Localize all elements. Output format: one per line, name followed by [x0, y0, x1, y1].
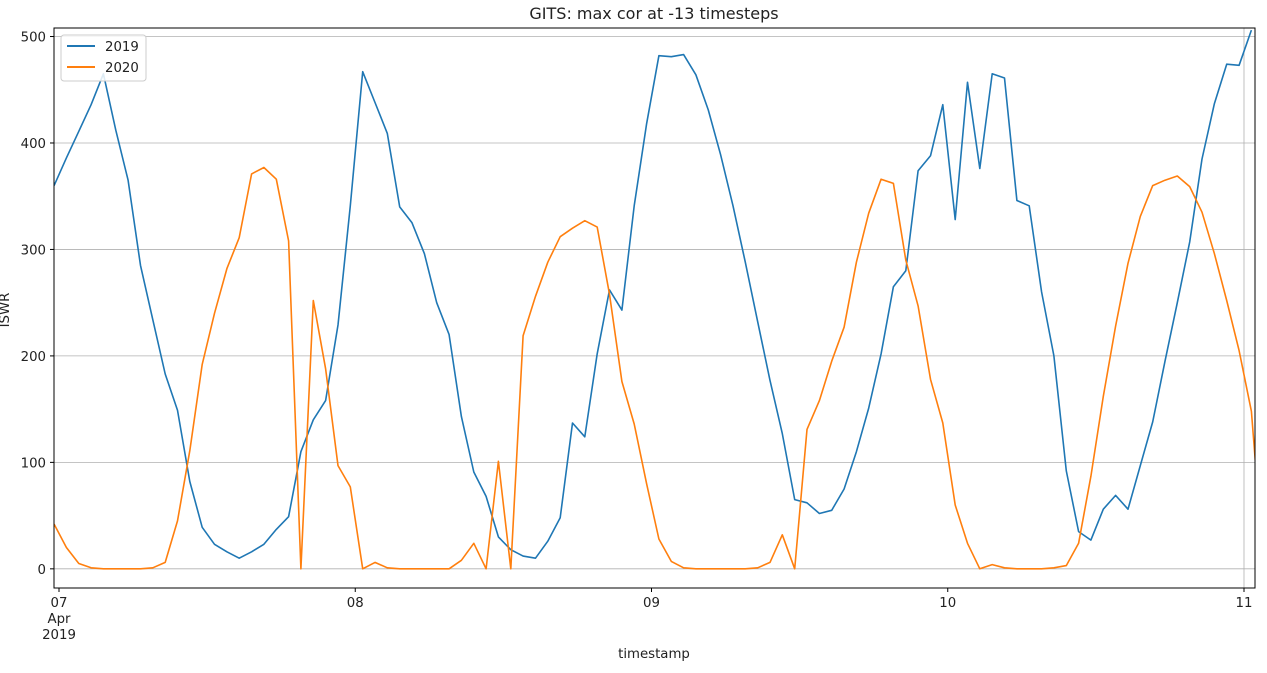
y-tick-label: 500: [21, 31, 46, 46]
chart-title: GITS: max cor at -13 timesteps: [529, 4, 778, 23]
x-tick-label: 09: [643, 596, 660, 611]
series-line-2020: [54, 166, 1255, 570]
x-axis-label: timestamp: [618, 647, 690, 662]
gridlines: [54, 28, 1255, 588]
y-tick-label: 400: [21, 137, 46, 152]
legend-label-2019: 2019: [105, 40, 139, 55]
x-tick-label: 10: [939, 596, 956, 611]
y-tick-label: 100: [21, 456, 46, 471]
y-tick-label: 0: [38, 563, 46, 578]
x-tick-label: 11: [1236, 596, 1253, 611]
x-tick-label: 2019: [42, 628, 76, 643]
x-tick-label: 08: [347, 596, 364, 611]
y-axis: 0 100 200 300 400 500: [21, 31, 54, 578]
legend: 2019 2020: [60, 34, 147, 82]
x-tick-label: 07: [51, 596, 68, 611]
y-tick-label: 200: [21, 350, 46, 365]
plot-area-frame: [53, 27, 1256, 589]
y-axis-label: ISWR: [0, 293, 13, 328]
x-tick-label: Apr: [47, 612, 71, 627]
y-tick-label: 300: [21, 243, 46, 258]
legend-label-2020: 2020: [105, 61, 139, 76]
series-line-2019: [54, 29, 1253, 560]
series-lines: [54, 29, 1255, 570]
